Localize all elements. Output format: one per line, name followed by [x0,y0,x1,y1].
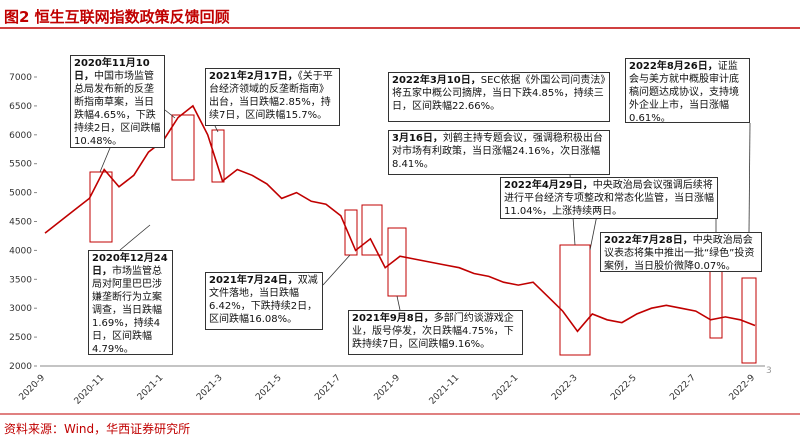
annotation-date: 2022年4月29日， [504,180,593,191]
annotation: 2022年7月28日，中央政治局会议表态将集中推出一批“绿色”投资案例，当日股价… [600,232,762,272]
annotation-text: 中国市场监管总局发布新的反垄断指南草案，当日跌幅4.65%，下跌持续2日，区间跌… [74,71,161,147]
y-tick-label: 6500 [9,102,32,112]
annotation: 2021年2月17日，《关于平台经济领域的反垄断指南》出台，当日跌幅2.85%，… [205,68,340,126]
connector [99,147,111,173]
annotation: 2022年4月29日，中央政治局会议强调后续将进行平台经济专项整改和常态化监管，… [500,177,718,219]
y-tick-label: 2500 [9,333,32,343]
annotation-text: 证监会与美方就中概股审计底稿问题达成协议，支持境外企业上市，当日涨幅0.61%。 [629,61,739,124]
source: 资料来源：Wind，华西证券研究所 [4,422,191,436]
highlight [211,129,225,183]
x-tick-label: 2022-3 [550,373,580,403]
y-tick-label: 3000 [9,304,32,314]
annotation-text: 中央政治局会议强调后续将进行平台经济专项整改和常态化监管，当日涨幅11.04%，… [504,180,714,217]
annotation-date: 2020年11月10日， [74,58,150,82]
x-tick-label: 2021-7 [313,373,343,403]
x-tick-label: 2021-3 [195,373,225,403]
x-tick-label: 2022-5 [609,373,639,403]
annotation-text: 刘鹤主持专题会议，强调稳积极出台对市场有利政策，当日涨幅24.16%，次日涨幅8… [392,133,603,170]
annotation: 2021年7月24日，双减文件落地，当日跌幅6.42%，下跌持续2日，区间跌幅1… [205,272,323,330]
x-tick-label: 2020-11 [73,373,107,407]
x-tick-label: 2022-7 [668,373,698,403]
x-tick-label: 2022-9 [728,373,758,403]
annotation-date: 2020年12月24日， [92,253,168,277]
annotation-text: 双减文件落地，当日跌幅6.42%，下跌持续2日，区间跌幅16.08%。 [209,275,318,325]
y-tick-label: 7000 [9,73,32,83]
annotation: 2021年9月8日，多部门约谈游戏企业，版号停发，次日跌幅4.75%，下跌持续7… [348,310,523,355]
annotation-text: 《关于平台经济领域的反垄断指南》出台，当日跌幅2.85%，持续7日，区间跌幅15… [209,71,333,121]
x-tick-label: 2021-11 [428,373,462,407]
annotation: 2022年3月10日，SEC依据《外国公司问责法》将五家中概公司摘牌，当日下跌4… [388,72,610,122]
y-tick-label: 3500 [9,275,32,285]
annotation-text: SEC依据《外国公司问责法》将五家中概公司摘牌，当日下跌4.85%，持续三日，区… [392,75,606,112]
connector [119,224,151,251]
y-tick-label: 4500 [9,218,32,228]
annotation-date: 3月16日， [392,133,443,144]
x-tick-label: 2022-1 [491,373,521,403]
title: 图2 恒生互联网指数政策反馈回顾 [4,8,230,26]
y-tick-label: 4000 [9,246,32,256]
highlight [89,171,113,243]
y-tick-label: 5000 [9,189,32,199]
x-tick-label: 2020-9 [18,373,48,403]
annotation-date: 2021年9月8日， [352,313,434,324]
x-tick-label: 2021-9 [373,373,403,403]
annotation-date: 2021年2月17日， [209,71,298,82]
annotation: 3月16日，刘鹤主持专题会议，强调稳积极出台对市场有利政策，当日涨幅24.16%… [388,130,610,175]
annotation: 2022年8月26日，证监会与美方就中概股审计底稿问题达成协议，支持境外企业上市… [625,58,750,124]
annotation-text: 市场监管总局对阿里巴巴涉嫌垄断行为立案调查，当日跌幅1.69%，持续4日，区间跌… [92,266,162,355]
y-tick-label: 5500 [9,160,32,170]
annotation: 2020年12月24日，市场监管总局对阿里巴巴涉嫌垄断行为立案调查，当日跌幅1.… [88,250,173,355]
highlight [361,204,383,256]
annotation-date: 2022年3月10日， [392,75,481,86]
annotation-date: 2021年7月24日， [209,275,298,286]
y-tick-label: 2000 [9,362,32,372]
y-tick-label: 6000 [9,131,32,141]
page-number: 3 [766,366,772,376]
x-tick-label: 2021-5 [254,373,284,403]
annotation: 2020年11月10日，中国市场监管总局发布新的反垄断指南草案，当日跌幅4.65… [70,55,165,148]
highlight [171,114,195,181]
connector [214,125,219,133]
highlight [559,244,591,356]
highlight [387,227,407,297]
annotation-date: 2022年7月28日， [604,235,693,246]
highlight [344,209,358,256]
connector [748,122,751,233]
connector [164,109,176,119]
connector [322,254,351,286]
connector [396,295,401,311]
annotation-text: 中央政治局会议表态将集中推出一批“绿色”投资案例，当日股价微降0.07%。 [604,235,755,272]
annotation-date: 2022年8月26日， [629,61,718,72]
annotation-text: 多部门约谈游戏企业，版号停发，次日跌幅4.75%，下跌持续7日，区间跌幅9.16… [352,313,514,350]
x-tick-label: 2021-1 [136,373,166,403]
